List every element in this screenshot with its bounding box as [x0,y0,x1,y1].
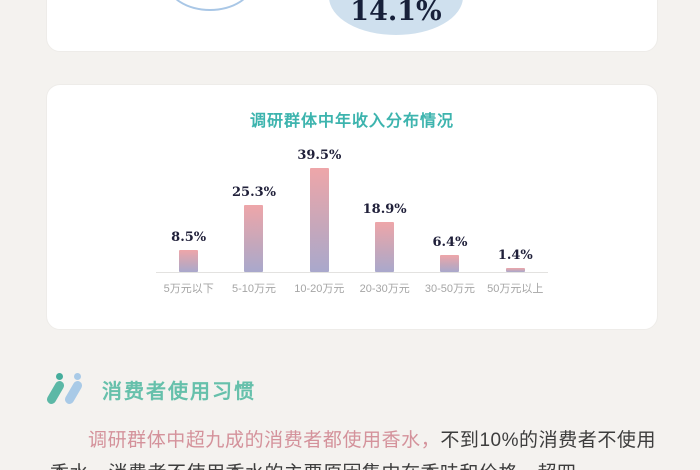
bar-value-label: 8.5% [171,230,207,245]
income-chart-card: 调研群体中年收入分布情况 8.5% 25.3% 39.5% 18.9% 6.4% [46,84,658,330]
bar-column: 25.3% [221,185,286,272]
bar-column: 8.5% [156,230,221,272]
bar-column: 1.4% [483,248,548,272]
x-axis-tick-label: 10-20万元 [294,283,345,295]
chart-title: 调研群体中年收入分布情况 [249,113,454,130]
stat-bubble: 14.1% [329,0,463,35]
bar-value-label: 6.4% [432,235,468,250]
paragraph-text: 不到10%的消费者不使用香水。消费者不使用香水的主要原因集中在香味和价格，超四 [50,430,656,470]
bar-column: 6.4% [417,235,482,272]
bar-column: 39.5% [287,148,352,272]
bar [505,268,525,272]
x-axis-tick-label: 30-50万元 [424,283,476,295]
bar [244,205,264,272]
x-axis-tick-label: 5-10万元 [231,283,276,295]
body-paragraph: 调研群体中超九成的消费者都使用香水，不到10%的消费者不使用香水。消费者不使用香… [50,424,656,470]
chart-plot-area: 8.5% 25.3% 39.5% 18.9% 6.4% 1.4% [156,145,548,273]
stat-bubble-value: 14.1% [350,0,442,27]
previous-stat-card: 14.1% [46,0,658,52]
double-slash-icon [45,372,88,406]
bar-value-label: 1.4% [497,248,533,263]
bar-value-label: 39.5% [297,148,342,163]
bar [375,222,395,272]
bar [440,255,460,272]
paragraph-highlight-text: 调研群体中超九成的消费者都使用香水， [88,430,441,451]
x-axis-tick-label: 5万元以下 [163,283,214,295]
bar-chart: 8.5% 25.3% 39.5% 18.9% 6.4% 1.4% [156,145,548,296]
x-axis-tick-label: 20-30万元 [359,283,410,295]
bar-value-label: 18.9% [362,202,407,217]
bar-value-label: 25.3% [231,185,276,200]
bar [179,250,199,272]
x-axis-tick-label: 50万元以上 [487,283,544,295]
bar [309,168,329,272]
stat-bubble-outline [167,0,253,11]
section-header: 消费者使用习惯 [45,372,256,406]
section-title: 消费者使用习惯 [102,380,256,403]
bar-column: 18.9% [352,202,417,272]
x-axis-labels: 5万元以下 5-10万元 10-20万元 20-30万元 30-50万元 50万… [156,280,548,296]
